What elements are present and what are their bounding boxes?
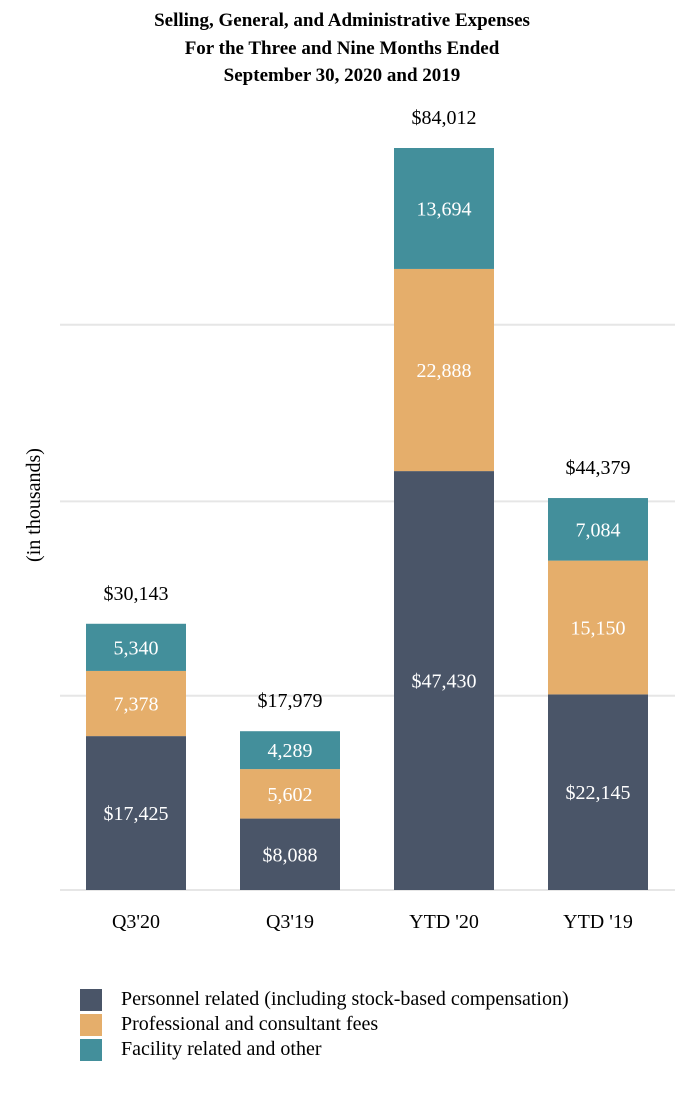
bar-segment-label: $47,430 [412, 671, 477, 693]
legend-swatch-professional [80, 1013, 102, 1036]
legend-label-professional: Professional and consultant fees [121, 1013, 379, 1035]
bars [86, 148, 648, 890]
bar-segment-label: 22,888 [417, 360, 472, 382]
legend-label-facility: Facility related and other [121, 1038, 322, 1060]
bar-segment [240, 769, 340, 819]
bar-segment [240, 818, 340, 890]
x-tick-label: Q3'19 [266, 911, 314, 933]
bar-segment [86, 670, 186, 737]
chart: Selling, General, and Administrative Exp… [23, 10, 675, 933]
x-tick-label: Q3'20 [112, 911, 160, 933]
bar-segment-label: 5,340 [114, 637, 159, 659]
y-axis-label: (in thousands) [23, 448, 45, 562]
bar-segment [86, 736, 186, 890]
chart-title-line-1: Selling, General, and Administrative Exp… [154, 10, 530, 31]
bar-segment-label: 5,602 [268, 784, 313, 806]
bar-segment [548, 560, 648, 695]
x-tick-label: YTD '20 [409, 911, 479, 933]
legend-swatch-facility [80, 1038, 102, 1061]
x-tick-label: YTD '19 [563, 911, 633, 933]
bar-segment-label: 15,150 [571, 618, 626, 640]
legend-item-personnel: Personnel related (including stock-based… [80, 987, 569, 1012]
bar-segment-label: $22,145 [566, 782, 631, 804]
bar-segment [394, 471, 494, 890]
legend-item-facility: Facility related and other [80, 1037, 569, 1062]
x-axis-ticks: Q3'20 Q3'19 YTD '20 YTD '19 [112, 911, 633, 933]
bar-segment [548, 498, 648, 561]
bar-segment [394, 148, 494, 269]
bar-segment-label: 4,289 [268, 740, 313, 762]
bar-segment [86, 623, 186, 671]
bar-total-label: $84,012 [412, 107, 477, 129]
bar-total-label: $30,143 [104, 583, 169, 605]
legend-swatch-personnel [80, 988, 102, 1011]
legend-label-personnel: Personnel related (including stock-based… [121, 988, 569, 1010]
bar-total-label: $17,979 [258, 690, 323, 712]
bar-labels: $17,425 7,378 5,340 $30,143 $8,088 5,602 4,289… [104, 107, 631, 866]
bar-segment [548, 694, 648, 890]
bar-segment-label: 13,694 [417, 198, 472, 220]
legend: Personnel related (including stock-based… [80, 987, 569, 1062]
chart-title: Selling, General, and Administrative Exp… [154, 10, 530, 86]
bar-segment-label: 7,378 [114, 694, 159, 716]
bar-segment-label: $8,088 [263, 844, 318, 866]
bar-segment-label: $17,425 [104, 803, 169, 825]
chart-title-line-2: For the Three and Nine Months Ended [185, 38, 500, 59]
legend-item-professional: Professional and consultant fees [80, 1012, 569, 1037]
chart-title-line-3: September 30, 2020 and 2019 [224, 65, 461, 86]
bar-segment-label: 7,084 [576, 519, 621, 541]
bar-segment [394, 268, 494, 472]
bar-total-label: $44,379 [566, 457, 631, 479]
bar-segment [240, 731, 340, 770]
